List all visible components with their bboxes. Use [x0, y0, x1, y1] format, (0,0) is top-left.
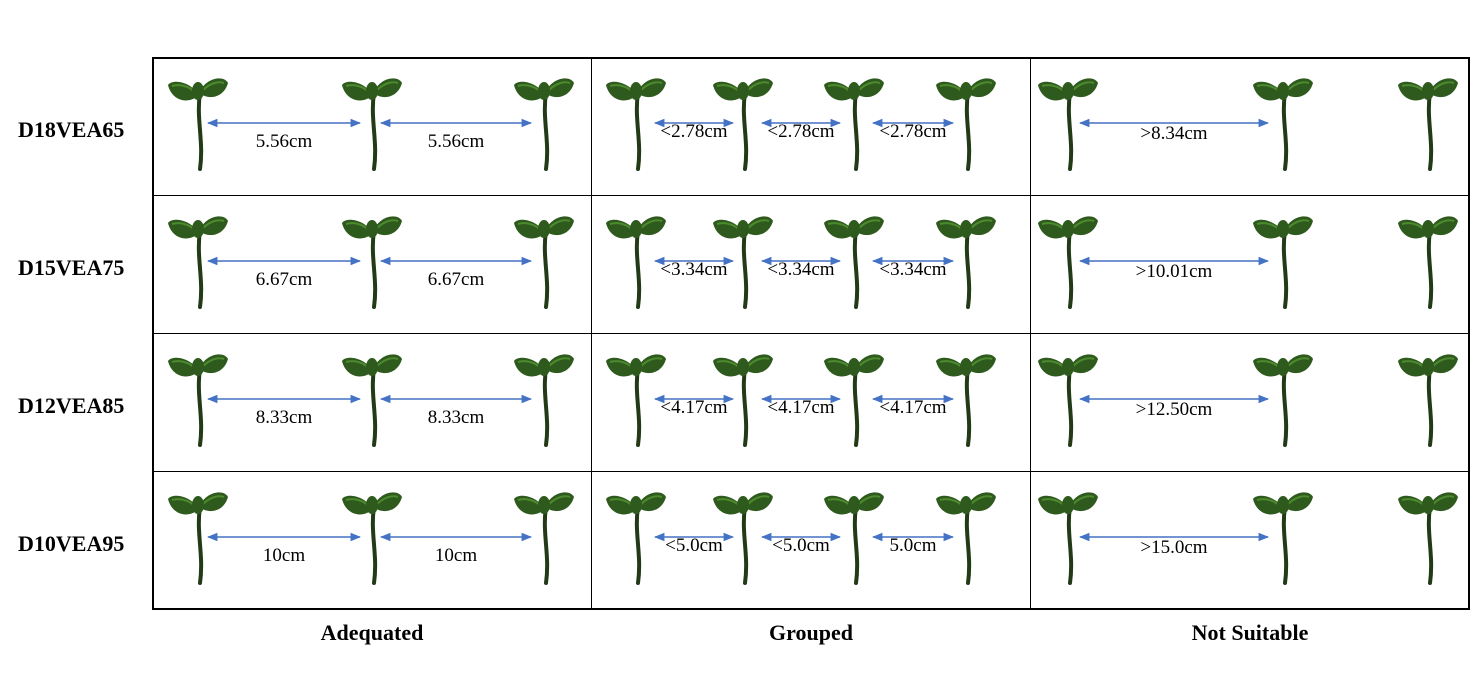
- seedling-icon: [936, 78, 996, 171]
- distance-label: >8.34cm: [1140, 123, 1207, 144]
- seedling-icon: [936, 354, 996, 447]
- distance-label: 5.0cm: [890, 535, 937, 556]
- distance-label: <4.17cm: [879, 397, 946, 418]
- seedling-icon: [168, 216, 228, 309]
- column-divider: [1030, 57, 1031, 610]
- seedling-icon: [514, 78, 574, 171]
- distance-label: <3.34cm: [660, 259, 727, 280]
- seedling-icon: [606, 492, 666, 585]
- seedling-icon: [1038, 78, 1098, 171]
- seedling-icon: [713, 354, 773, 447]
- seedling-icon: [1253, 78, 1313, 171]
- seedling-icon: [936, 216, 996, 309]
- seedling-icon: [606, 78, 666, 171]
- seedling-icon: [1398, 78, 1458, 171]
- distance-label: >15.0cm: [1140, 537, 1207, 558]
- seedling-icon: [713, 492, 773, 585]
- distance-label: 6.67cm: [428, 269, 485, 290]
- seedling-icon: [342, 78, 402, 171]
- row-divider: [152, 471, 1470, 472]
- row-label-d10vea95: D10VEA95: [18, 531, 125, 556]
- row-label-d15vea75: D15VEA75: [18, 255, 125, 280]
- seedling-icon: [168, 492, 228, 585]
- seedling-icon: [824, 78, 884, 171]
- distance-label: >12.50cm: [1136, 399, 1213, 420]
- seedling-icon: [713, 216, 773, 309]
- seedling-icon: [1398, 216, 1458, 309]
- row-label-d18vea65: D18VEA65: [18, 117, 125, 142]
- seedling-icon: [168, 78, 228, 171]
- distance-label: 6.67cm: [256, 269, 313, 290]
- seedling-icon: [606, 354, 666, 447]
- distance-label: 8.33cm: [428, 407, 485, 428]
- seedling-icon: [1253, 354, 1313, 447]
- seedling-icon: [342, 216, 402, 309]
- seedling-icon: [1398, 492, 1458, 585]
- distance-label: 10cm: [263, 545, 305, 566]
- distance-label: <3.34cm: [767, 259, 834, 280]
- seedling-icon: [824, 354, 884, 447]
- distance-label: <2.78cm: [660, 121, 727, 142]
- seedling-icon: [514, 492, 574, 585]
- distance-label: 5.56cm: [256, 131, 313, 152]
- column-label-not-suitable: Not Suitable: [1191, 620, 1309, 645]
- seedling-icon: [824, 216, 884, 309]
- seedling-icon: [514, 216, 574, 309]
- seedling-icon: [342, 492, 402, 585]
- distance-label: <2.78cm: [879, 121, 946, 142]
- distance-label: 5.56cm: [428, 131, 485, 152]
- distance-label: <2.78cm: [767, 121, 834, 142]
- seedling-icon: [1253, 216, 1313, 309]
- seedling-icon: [1038, 492, 1098, 585]
- seedling-icon: [713, 78, 773, 171]
- distance-label: 8.33cm: [256, 407, 313, 428]
- distance-label: 10cm: [435, 545, 477, 566]
- distance-label: <4.17cm: [767, 397, 834, 418]
- row-divider: [152, 195, 1470, 196]
- distance-label: <4.17cm: [660, 397, 727, 418]
- distance-label: <5.0cm: [665, 535, 723, 556]
- seedling-icon: [1038, 354, 1098, 447]
- seedling-icon: [824, 492, 884, 585]
- column-label-grouped: Grouped: [769, 620, 853, 645]
- row-label-d12vea85: D12VEA85: [18, 393, 125, 418]
- seedling-icon: [168, 354, 228, 447]
- seedling-icon: [1038, 216, 1098, 309]
- seedling-icon: [936, 492, 996, 585]
- seedling-icon: [342, 354, 402, 447]
- distance-label: >10.01cm: [1136, 261, 1213, 282]
- distance-label: <5.0cm: [772, 535, 830, 556]
- seedling-icon: [1398, 354, 1458, 447]
- column-label-adequated: Adequated: [320, 620, 424, 645]
- seedling-icon: [1253, 492, 1313, 585]
- row-divider: [152, 333, 1470, 334]
- column-divider: [591, 57, 592, 610]
- seedling-icon: [514, 354, 574, 447]
- seedling-icon: [606, 216, 666, 309]
- distance-label: <3.34cm: [879, 259, 946, 280]
